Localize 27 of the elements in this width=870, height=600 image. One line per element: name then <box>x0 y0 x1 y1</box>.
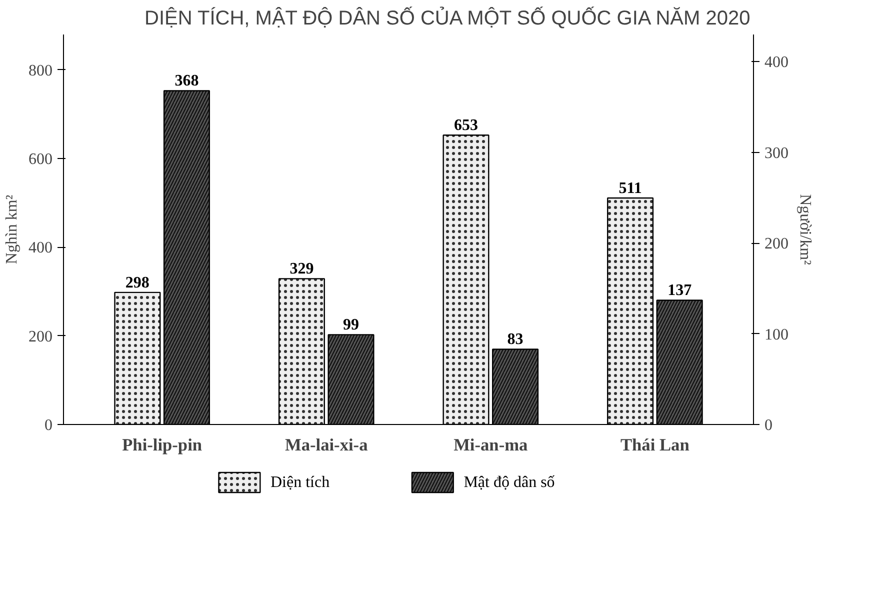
data-label: 329 <box>290 260 314 278</box>
y2-tick-label: 300 <box>764 144 788 162</box>
data-label: 511 <box>618 180 642 198</box>
y2-tick-label: 100 <box>764 326 788 344</box>
data-label: 298 <box>125 274 150 292</box>
y-tick-label: 200 <box>28 328 52 346</box>
legend-label: Mật độ dân số <box>464 474 555 491</box>
data-label: 99 <box>343 316 359 334</box>
y-tick-label: 400 <box>28 240 52 257</box>
x-tick-label: Mi-an-ma <box>454 436 528 454</box>
y2-axis-title: Người/km² <box>796 194 814 266</box>
x-tick-label: Phi-lip-pin <box>122 436 202 454</box>
legend-label: Diện tích <box>270 474 330 491</box>
y-tick-label: 0 <box>44 417 52 434</box>
y-tick-label: 800 <box>28 62 52 80</box>
data-label: 137 <box>668 282 692 300</box>
y2-tick-label: 400 <box>764 54 788 72</box>
data-label: 368 <box>174 72 199 90</box>
y-tick-label: 600 <box>28 151 52 168</box>
data-label: 653 <box>454 117 478 134</box>
y-axis-title: Nghìn km² <box>4 194 20 264</box>
x-tick-label: Thái Lan <box>620 436 690 454</box>
y2-tick-label: 0 <box>764 417 772 434</box>
y2-tick-label: 200 <box>764 236 788 253</box>
chart-title: DIỆN TÍCH, MẬT ĐỘ DÂN SỐ CỦA MỘT SỐ QUỐC GIA NĂM 2020 <box>144 6 750 30</box>
x-tick-label: Ma-lai-xi-a <box>284 436 368 454</box>
data-label: 83 <box>507 331 524 348</box>
